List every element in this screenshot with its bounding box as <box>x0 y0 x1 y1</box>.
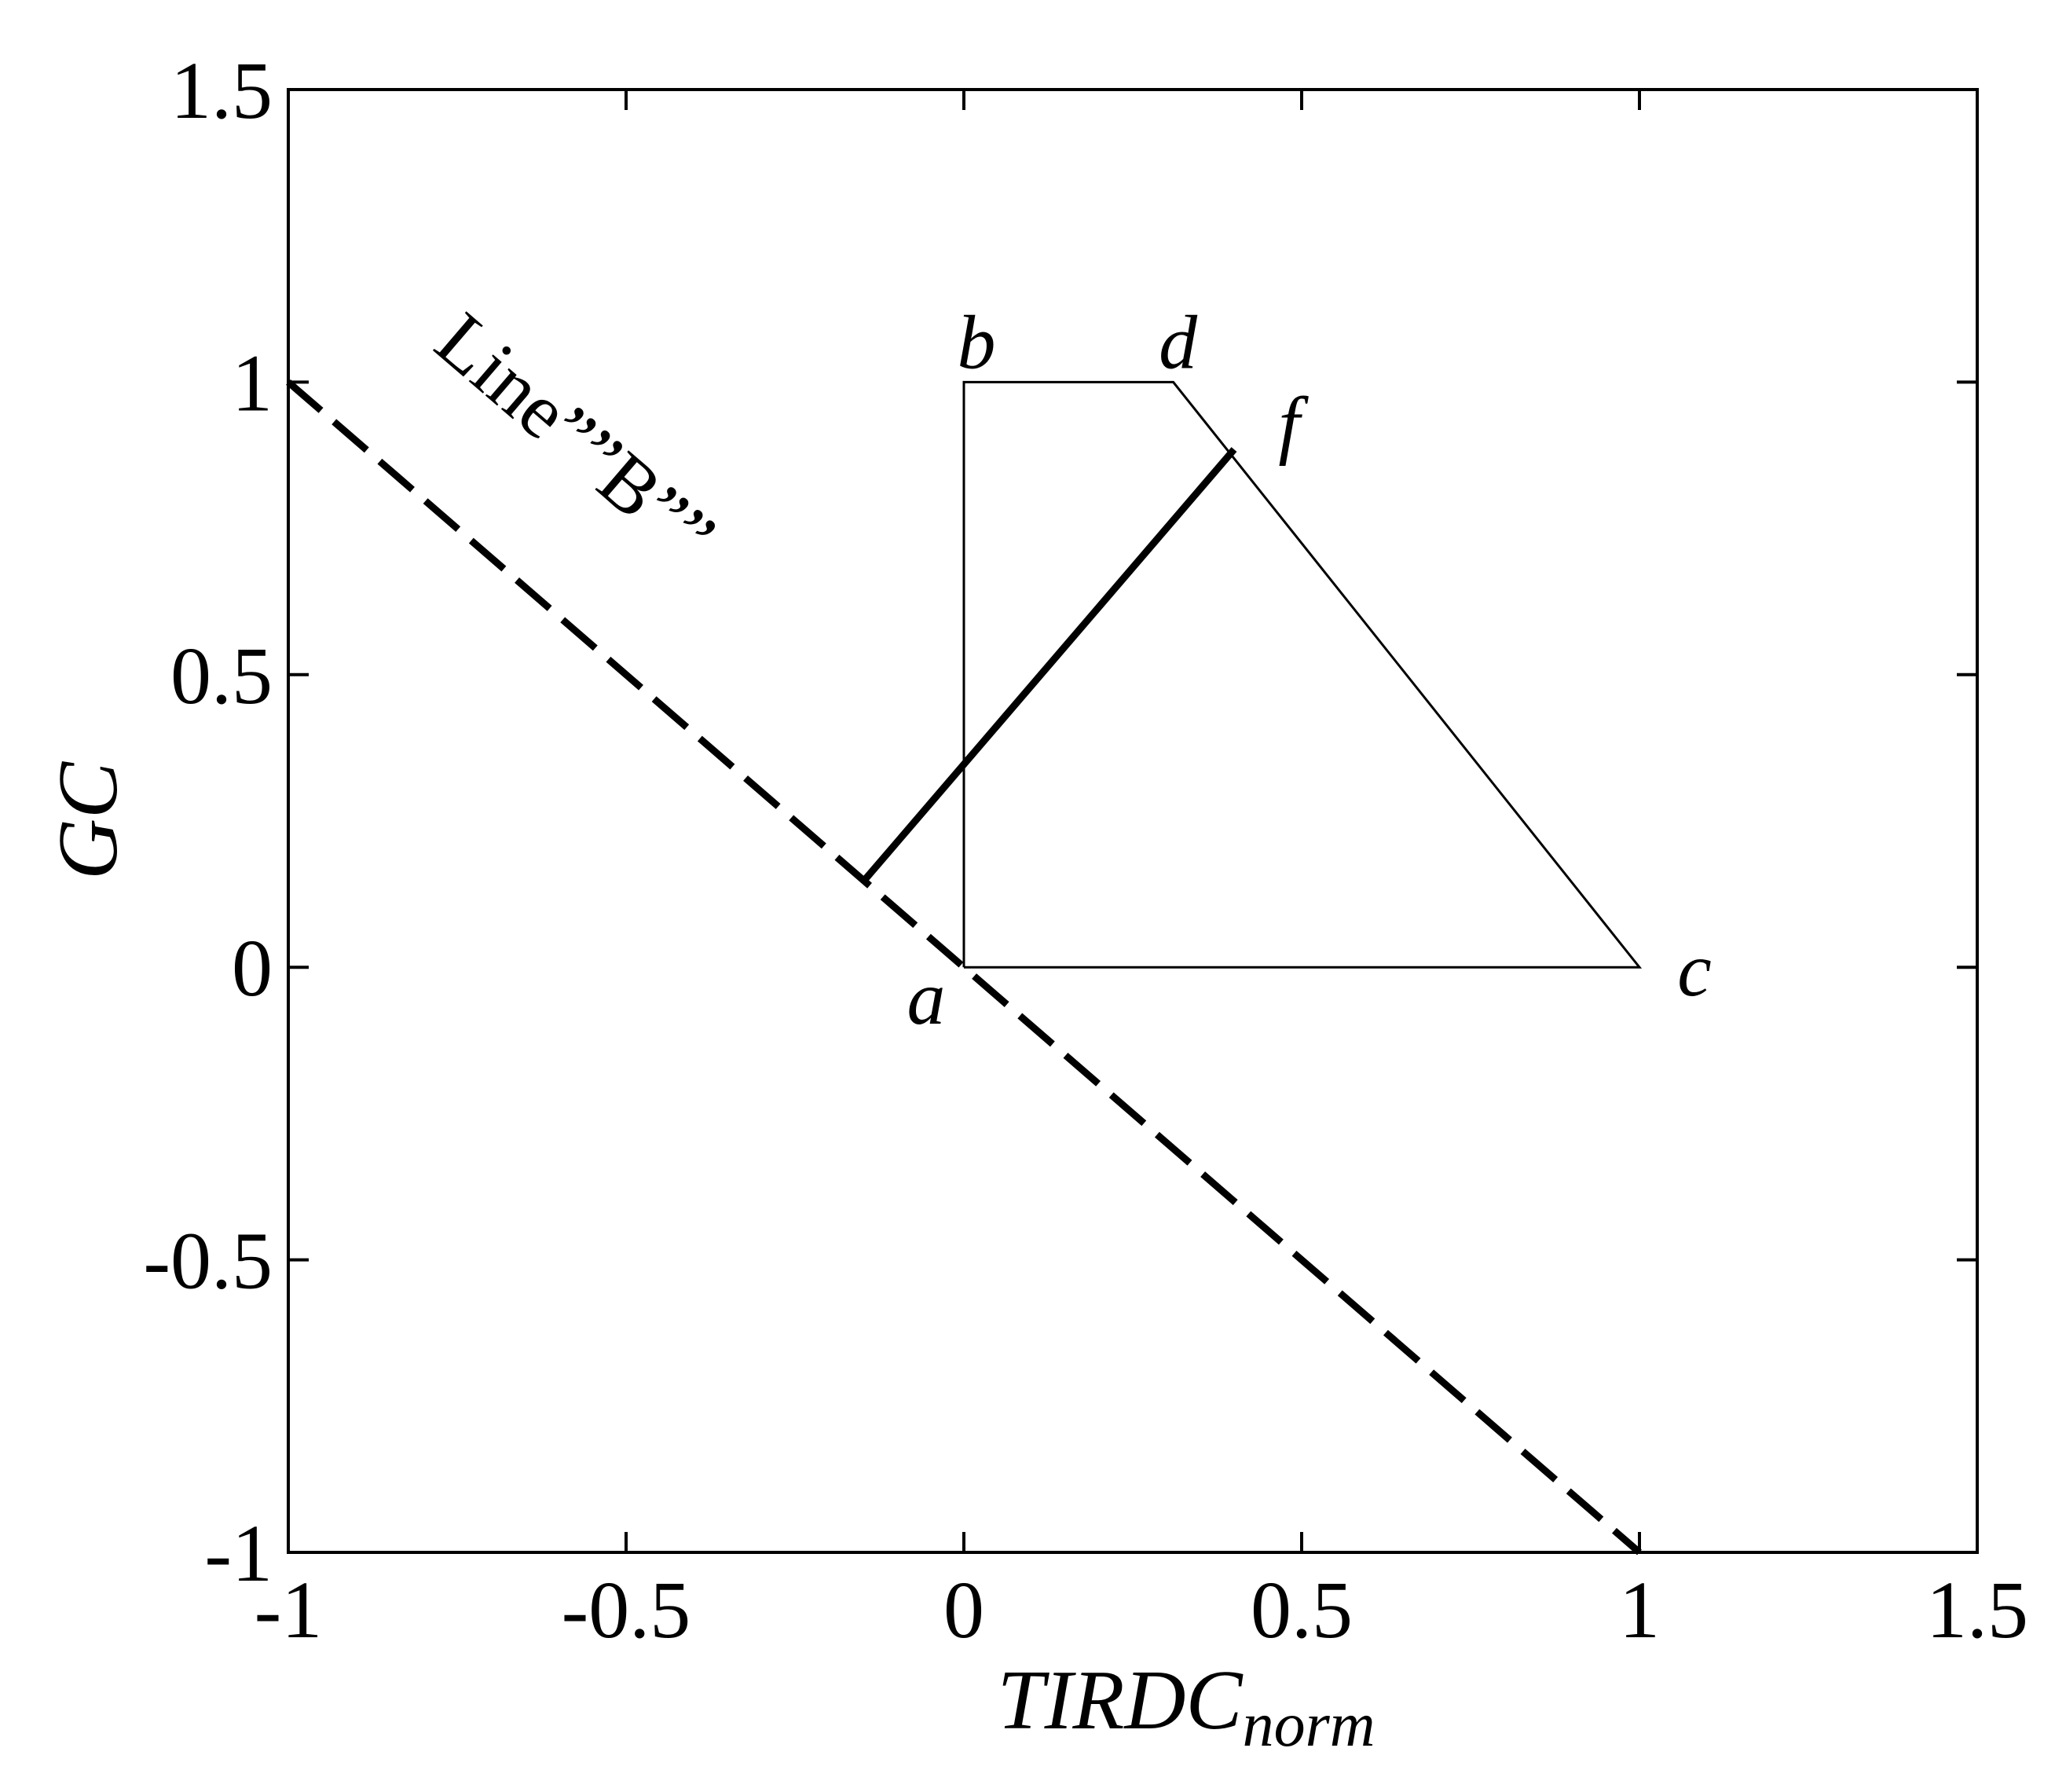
x-tick-label: 0.5 <box>1251 1565 1353 1655</box>
x-tick-label: 1 <box>1619 1565 1660 1655</box>
line-b-annotation: Line””B”” <box>419 296 731 581</box>
y-tick-label: 1 <box>232 338 273 428</box>
point-label-c: c <box>1677 928 1712 1013</box>
point-label-f: f <box>1278 382 1309 467</box>
x-tick-label: -1 <box>255 1565 323 1655</box>
plot-frame <box>287 88 1979 1554</box>
line-b-dashed <box>286 379 1642 1556</box>
x-axis-label-main: TIRDC <box>998 1654 1244 1747</box>
x-axis-label: TIRDCnorm <box>998 1654 1375 1760</box>
y-tick-label: -1 <box>204 1508 273 1599</box>
y-axis-label: GC <box>42 760 135 880</box>
y-tick-label: 1.5 <box>170 46 273 136</box>
x-axis-label-subscript: norm <box>1243 1691 1375 1760</box>
region-outline <box>962 380 1643 969</box>
x-tick-label: -0.5 <box>562 1565 691 1655</box>
point-label-d: d <box>1159 300 1198 385</box>
point-labels: a b df c <box>907 300 1712 1041</box>
point-label-a: a <box>907 956 946 1041</box>
series-group <box>286 379 1643 1556</box>
ticks <box>287 88 1979 1554</box>
tick-labels: -1 -0.5 0 0.5 1 1.5 -1 -0.5 0 0.5 1 1.5 <box>143 46 2028 1655</box>
x-tick-label: 0 <box>943 1565 984 1655</box>
x-tick-label: 1.5 <box>1926 1565 2028 1655</box>
segment-f <box>859 447 1237 885</box>
y-tick-label: 0.5 <box>170 631 273 721</box>
point-label-b: b <box>958 300 996 385</box>
y-tick-label: 0 <box>232 923 273 1013</box>
y-tick-label: -0.5 <box>143 1216 273 1306</box>
